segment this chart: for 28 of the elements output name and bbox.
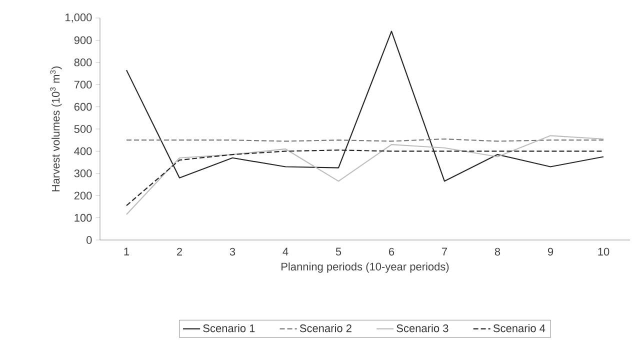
x-axis-title: Planning periods (10-year periods)	[282, 262, 449, 273]
y-tick-label: 400	[74, 147, 92, 156]
x-tick-label: 8	[494, 248, 500, 256]
y-tick-label: 200	[74, 192, 92, 200]
legend-label: Scenario 3	[396, 324, 448, 332]
y-tick-label: 800	[74, 58, 92, 66]
y-axis-title: Harvest volumes (10$^{3}$ m$^{3}$)	[50, 66, 62, 192]
x-tick-label: 1	[124, 248, 130, 256]
x-tick-label: 7	[442, 248, 448, 256]
y-tick-label: 0	[86, 236, 92, 244]
legend-label: Scenario 2	[300, 324, 352, 332]
x-tick-label: 10	[598, 248, 610, 256]
line-series	[126, 135, 604, 216]
legend-label: Scenario 4	[493, 324, 546, 332]
y-tick-label: 500	[74, 125, 92, 133]
y-tick-label: 700	[74, 80, 92, 88]
x-tick-label: 3	[230, 248, 236, 256]
x-tick-label: 4	[282, 248, 288, 256]
x-tick-label: 6	[389, 248, 394, 256]
legend-label: Scenario 1	[203, 324, 255, 332]
x-tick-label: 9	[548, 248, 554, 256]
y-tick-label: 900	[74, 36, 92, 44]
y-tick-label: 600	[74, 102, 92, 111]
x-tick-label: 5	[336, 248, 342, 256]
y-tick-label: 100	[74, 214, 92, 222]
y-tick-label: 1,000	[66, 13, 92, 23]
x-tick-label: 2	[176, 248, 182, 256]
y-tick-label: 300	[74, 170, 92, 178]
